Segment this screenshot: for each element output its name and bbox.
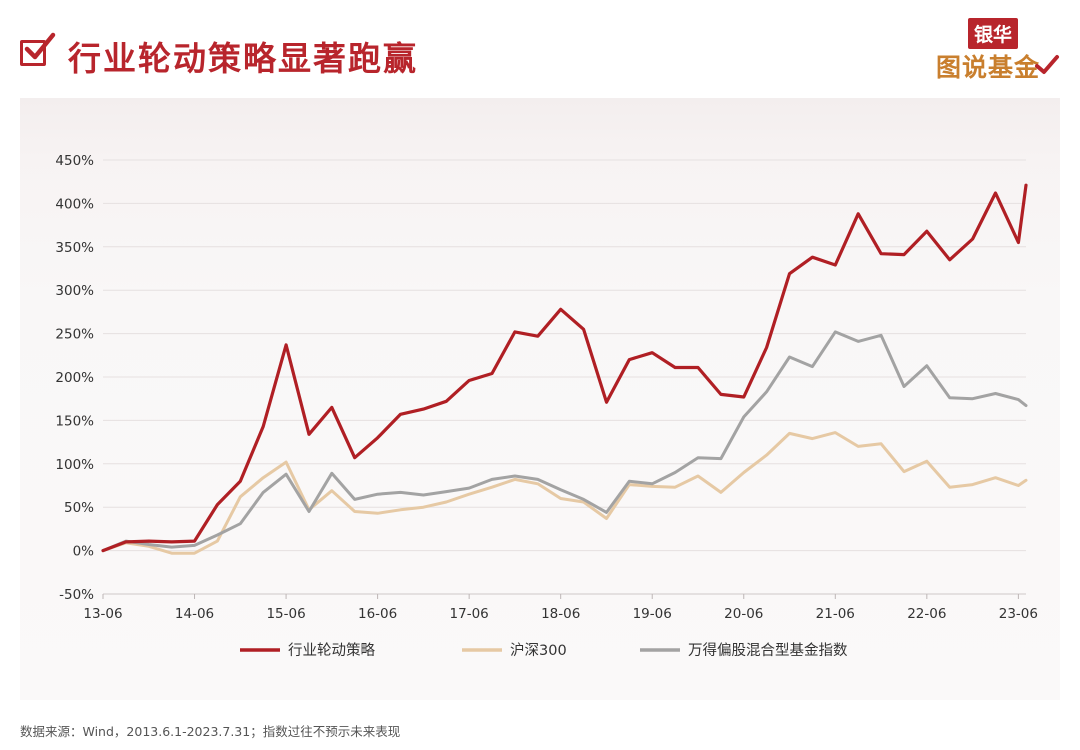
y-tick-label: 150% [55, 413, 94, 429]
y-tick-label: 450% [55, 153, 94, 169]
x-tick-label: 17-06 [450, 606, 489, 622]
x-tick-label: 20-06 [724, 606, 763, 622]
x-tick-label: 13-06 [83, 606, 122, 622]
y-tick-label: -50% [59, 587, 94, 603]
y-tick-label: 50% [64, 500, 94, 516]
y-tick-label: 100% [55, 457, 94, 473]
y-tick-label: 400% [55, 196, 94, 212]
brand-slogan: 图说基金 [936, 53, 1041, 82]
y-tick-label: 0% [73, 544, 95, 560]
brand-logo: 银华 图说基金 [934, 14, 1064, 82]
page-title: 行业轮动策略显著跑赢 [68, 39, 418, 78]
brand-name: 银华 [968, 18, 1019, 49]
legend-label-1: 沪深300 [510, 642, 567, 659]
legend-label-2: 万得偏股混合型基金指数 [688, 642, 848, 659]
x-tick-label: 18-06 [541, 606, 580, 622]
x-tick-label: 19-06 [633, 606, 672, 622]
checkbox-icon [20, 32, 56, 66]
series-line-1 [101, 431, 1028, 555]
source-note: 数据来源：Wind，2013.6.1-2023.7.31；指数过往不预示未来表现 [20, 724, 401, 739]
y-tick-label: 200% [55, 370, 94, 386]
y-tick-label: 350% [55, 240, 94, 256]
y-tick-label: 300% [55, 283, 94, 299]
series-line-0 [101, 183, 1028, 553]
header: 行业轮动策略显著跑赢 银华 图说基金 [0, 0, 1080, 100]
chart-panel: -50% 0% 50% 100% 150% 200% 250% 300% 350% 400% 450… [20, 98, 1060, 700]
x-tick-label: 16-06 [358, 606, 397, 622]
x-tick-label: 22-06 [907, 606, 946, 622]
brand-check-icon [1035, 55, 1059, 74]
x-tick-label: 15-06 [266, 606, 305, 622]
y-tick-label: 250% [55, 327, 94, 343]
x-tick-label: 14-06 [175, 606, 214, 622]
legend-label-0: 行业轮动策略 [288, 642, 375, 659]
x-tick-label: 23-06 [999, 606, 1038, 622]
x-tick-label: 21-06 [816, 606, 855, 622]
series-line-2 [101, 330, 1028, 553]
line-chart: -50% 0% 50% 100% 150% 200% 250% 300% 350% 400% 450… [55, 153, 1038, 659]
